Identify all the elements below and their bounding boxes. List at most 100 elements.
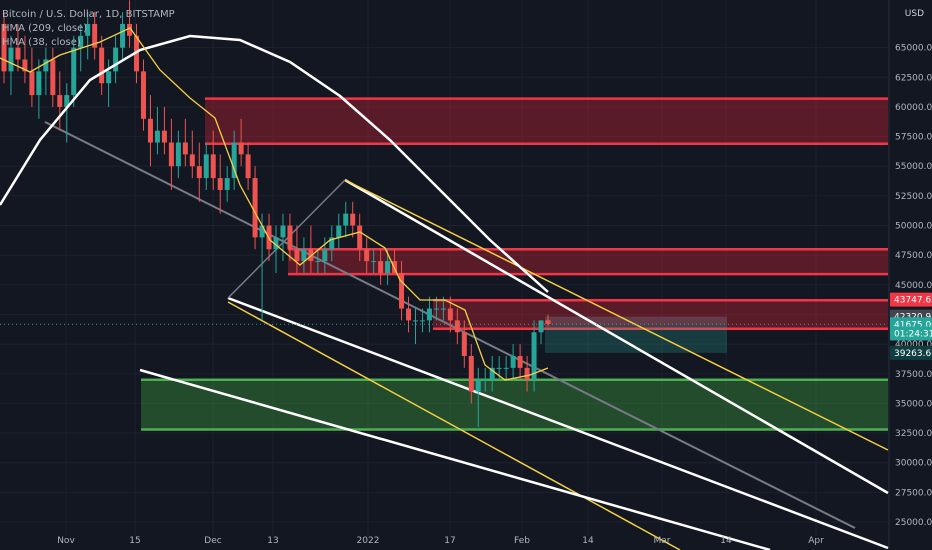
candle-body <box>238 142 244 155</box>
candle-body <box>545 320 551 324</box>
support-zone <box>141 379 888 430</box>
y-tick-label: 55000.00 <box>895 162 932 172</box>
candle-body <box>433 308 439 310</box>
candle-body <box>419 320 425 322</box>
x-tick-label: Apr <box>808 536 824 546</box>
trend-line <box>344 178 889 495</box>
price-tag-label: 41675.00 <box>894 320 932 330</box>
price-tag-label: 39263.68 <box>894 349 932 359</box>
price-tag <box>890 345 932 360</box>
candle-body <box>510 355 516 368</box>
candle-body <box>1 23 7 72</box>
candle-body <box>426 308 432 321</box>
candle-body <box>22 59 28 72</box>
y-tick-label: 60000.00 <box>895 103 932 113</box>
candle-body <box>36 71 42 96</box>
candle-body <box>147 118 153 143</box>
y-tick-label: 25000.00 <box>895 518 932 528</box>
chart-legend: Bitcoin / U.S. Dollar, 1D, BITSTAMP HMA … <box>2 8 175 50</box>
resistance-zone <box>288 249 888 275</box>
candle-body <box>50 59 56 96</box>
candle-body <box>8 47 14 72</box>
candle-body <box>175 142 181 167</box>
candle-body <box>99 47 105 84</box>
x-tick-label: 15 <box>129 536 140 546</box>
candle-body <box>43 59 49 72</box>
candle-body <box>489 367 495 380</box>
y-tick-label: 40000.00 <box>895 340 932 350</box>
x-tick-label: 14 <box>582 536 594 546</box>
candle-body <box>447 308 453 321</box>
currency-label: USD <box>904 9 924 19</box>
candle-body <box>343 213 349 226</box>
candle-body <box>85 23 91 36</box>
x-tick-label: 2022 <box>357 536 380 546</box>
y-tick-label: 62500.00 <box>895 73 932 83</box>
candle-body <box>78 35 84 48</box>
candle-body <box>468 355 474 392</box>
trend-line <box>227 301 681 550</box>
candle-body <box>29 71 35 96</box>
trend-line <box>344 179 889 451</box>
x-tick-label: Feb <box>514 536 530 546</box>
y-tick-label: 30000.00 <box>895 459 932 469</box>
trend-line <box>227 179 346 299</box>
candle-body <box>315 261 321 263</box>
candle-body <box>461 332 467 356</box>
candle-body <box>113 47 119 72</box>
candle-body <box>273 237 279 250</box>
position-target-box <box>545 316 727 325</box>
candle-body <box>71 47 77 96</box>
fast-ma-label: HMA (38, close) <box>2 37 81 48</box>
candle-body <box>336 225 342 238</box>
x-tick-label: Mar <box>654 536 671 546</box>
candle-body <box>378 261 384 273</box>
candle-body <box>127 23 133 36</box>
candle-body <box>496 367 502 369</box>
candle-body <box>357 225 363 250</box>
candle-body <box>406 308 412 321</box>
candle-body <box>224 178 230 190</box>
price-tag <box>890 326 932 341</box>
candle-body <box>203 154 209 179</box>
candle-body <box>475 379 481 392</box>
resistance-zone <box>205 98 888 144</box>
slow-ma-label: HMA (209, close) <box>2 23 88 34</box>
candle-body <box>301 249 307 262</box>
candle-body <box>329 237 335 250</box>
candle-body <box>252 178 258 238</box>
fast-hma-line <box>0 27 549 381</box>
candle-body <box>120 23 126 48</box>
candle-body <box>322 249 328 262</box>
candle-body <box>210 154 216 179</box>
candle-body <box>412 320 418 322</box>
candle-body <box>231 142 237 179</box>
y-tick-label: 47500.00 <box>895 251 932 261</box>
price-tag-label: 01:24:31 <box>894 329 932 339</box>
candle-body <box>531 332 537 380</box>
candle-body <box>217 178 223 190</box>
y-tick-label: 57500.00 <box>895 133 932 143</box>
candle-body <box>385 261 391 273</box>
x-tick-label: Dec <box>204 536 221 546</box>
price-tag <box>890 292 932 307</box>
symbol-label: Bitcoin / U.S. Dollar, 1D, BITSTAMP <box>2 9 175 20</box>
candle-body <box>245 154 251 179</box>
candle-body <box>182 142 188 155</box>
candle-body <box>92 23 98 48</box>
x-tick-label: 17 <box>444 536 455 546</box>
candle-body <box>106 71 112 84</box>
candle-body <box>371 261 377 263</box>
candle-body <box>399 272 405 309</box>
y-tick-label: 45000.00 <box>895 281 932 291</box>
candle-body <box>57 95 63 107</box>
candle-body <box>503 367 509 369</box>
candle-body <box>196 166 202 179</box>
candle-body <box>161 130 167 143</box>
candle-body <box>134 35 140 72</box>
y-tick-label: 52500.00 <box>895 192 932 202</box>
y-tick-label: 37500.00 <box>895 370 932 380</box>
candle-body <box>524 367 530 380</box>
y-tick-label: 32500.00 <box>895 429 932 439</box>
